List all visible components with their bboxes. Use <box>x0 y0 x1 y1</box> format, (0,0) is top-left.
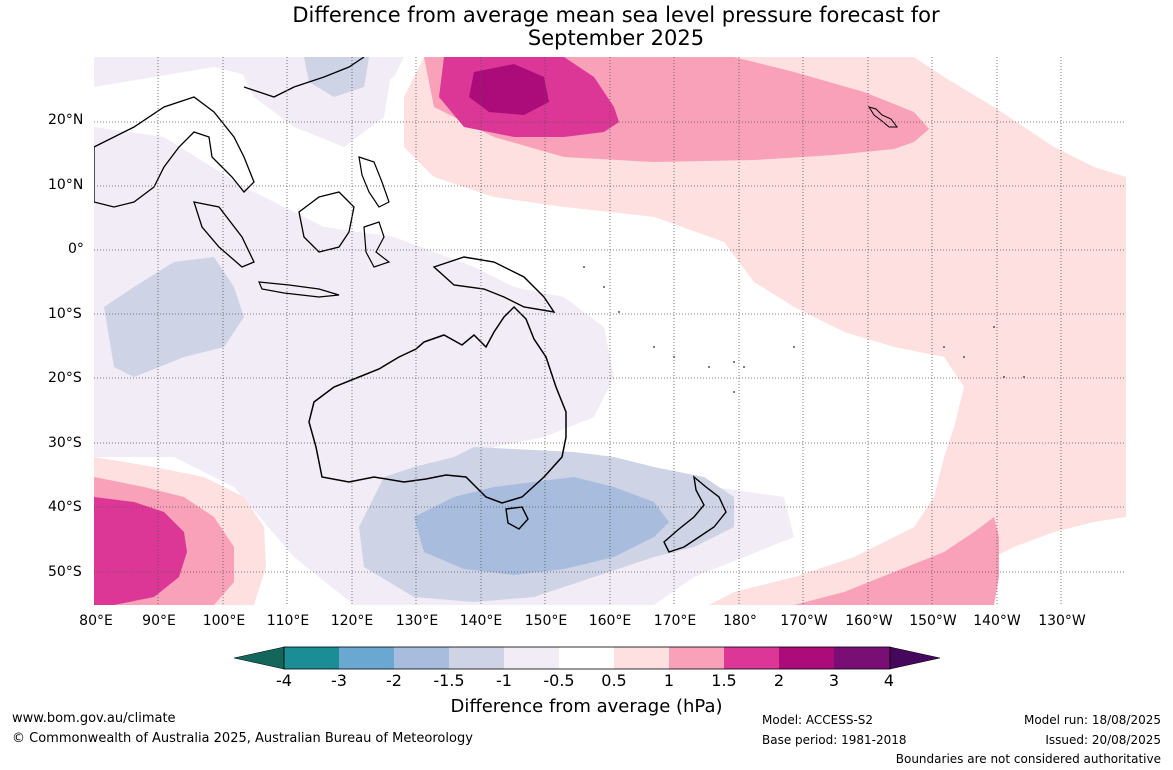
anomaly-region-minus1-north <box>304 57 369 97</box>
colorbar-tick: -1.5 <box>433 671 465 690</box>
anomaly-region-plus0-5-east <box>404 57 1126 605</box>
lat-label-10s: 10°S <box>48 306 82 322</box>
colorbar-tick: 2 <box>773 671 785 690</box>
new-guinea-coastline <box>432 256 556 313</box>
lon-label-140w: 140°W <box>973 613 1021 629</box>
hawaii-islands <box>867 106 898 128</box>
pacific-islands <box>583 266 1025 393</box>
colorbar-tick: -1 <box>496 671 512 690</box>
colorbar-segment <box>834 647 890 669</box>
footer-issued: Issued: 20/08/2025 <box>1045 733 1161 747</box>
china-coastline <box>243 57 365 98</box>
lon-label-170e: 170°E <box>653 613 697 629</box>
colorbar-tick: 3 <box>828 671 840 690</box>
java-coastline <box>258 281 340 298</box>
new-zealand-coastline <box>663 475 727 553</box>
colorbar-tick: 4 <box>883 671 895 690</box>
pressure-anomaly-map <box>94 57 1126 605</box>
colorbar-svg <box>233 646 941 670</box>
map-title: Difference from average mean sea level p… <box>0 4 1173 50</box>
lat-label-20n: 20°N <box>48 112 84 128</box>
lon-label-180: 180° <box>723 613 757 629</box>
colorbar-segment <box>339 647 394 669</box>
anomaly-region-minus1-west <box>104 257 244 377</box>
colorbar-tick: 1.5 <box>711 671 737 690</box>
anomaly-region-plus1-southeast <box>794 517 999 605</box>
colorbar-segment <box>449 647 504 669</box>
lon-label-160e: 160°E <box>588 613 632 629</box>
colorbar-extend-high <box>889 646 941 670</box>
colorbar-label: Difference from average (hPa) <box>450 696 723 717</box>
map-canvas <box>94 57 1126 605</box>
lon-label-150e: 150°E <box>524 613 568 629</box>
lon-label-110e: 110°E <box>266 613 310 629</box>
footer-copyright: © Commonwealth of Australia 2025, Austra… <box>12 731 473 746</box>
footer-disclaimer: Boundaries are not considered authoritat… <box>895 752 1161 766</box>
lon-label-160w: 160°W <box>845 613 893 629</box>
gridlines <box>94 57 1126 605</box>
colorbar-tick: 1 <box>663 671 675 690</box>
footer-model: Model: ACCESS-S2 <box>762 713 874 727</box>
borneo-coastline <box>298 191 355 253</box>
map-title-line-2: September 2025 <box>527 26 705 50</box>
lat-label-equator: 0° <box>68 241 84 257</box>
colorbar-segment <box>504 647 559 669</box>
colorbar-tick: -3 <box>331 671 347 690</box>
tasmania-coastline <box>505 506 529 530</box>
anomaly-region-neutral-central <box>514 207 964 577</box>
lon-label-130e: 130°E <box>395 613 439 629</box>
lon-label-150w: 150°W <box>909 613 957 629</box>
colorbar-tick: -4 <box>276 671 292 690</box>
lon-label-80e: 80°E <box>79 613 113 629</box>
lon-label-170w: 170°W <box>780 613 828 629</box>
colorbar-tick: 0.5 <box>601 671 627 690</box>
lat-label-30s: 30°S <box>48 435 82 451</box>
anomaly-region-plus1-5-southwest <box>94 497 187 605</box>
lat-label-40s: 40°S <box>48 499 82 515</box>
footer-website: www.bom.gov.au/climate <box>12 711 176 726</box>
anomaly-region-minus1-5 <box>414 477 669 575</box>
sumatra-coastline <box>193 201 255 268</box>
colorbar-segment <box>669 647 724 669</box>
australia-coastline <box>308 305 567 504</box>
footer-base-period: Base period: 1981-2018 <box>762 733 907 747</box>
colorbar-segment <box>394 647 449 669</box>
footer-model-run: Model run: 18/08/2025 <box>1023 713 1161 727</box>
philippines-coastline <box>358 156 390 208</box>
colorbar-segment <box>724 647 779 669</box>
colorbar <box>233 646 941 670</box>
anomaly-region-plus2-north <box>469 64 549 115</box>
lon-label-130w: 130°W <box>1038 613 1086 629</box>
sulawesi-coastline <box>363 221 391 268</box>
colorbar-segment <box>284 647 339 669</box>
lat-label-20s: 20°S <box>48 370 82 386</box>
colorbar-extend-low <box>233 646 285 670</box>
colorbar-segment <box>559 647 614 669</box>
colorbar-tick: -2 <box>386 671 402 690</box>
lat-label-10n: 10°N <box>48 177 84 193</box>
map-title-line-1: Difference from average mean sea level p… <box>292 3 940 27</box>
colorbar-segment <box>779 647 834 669</box>
lon-label-90e: 90°E <box>142 613 176 629</box>
lon-label-140e: 140°E <box>459 613 503 629</box>
colorbar-segment <box>614 647 669 669</box>
lon-label-120e: 120°E <box>330 613 374 629</box>
lat-label-50s: 50°S <box>48 564 82 580</box>
colorbar-tick: -0.5 <box>543 671 575 690</box>
southeast-asia-coastline <box>94 96 255 208</box>
lon-label-100e: 100°E <box>202 613 246 629</box>
